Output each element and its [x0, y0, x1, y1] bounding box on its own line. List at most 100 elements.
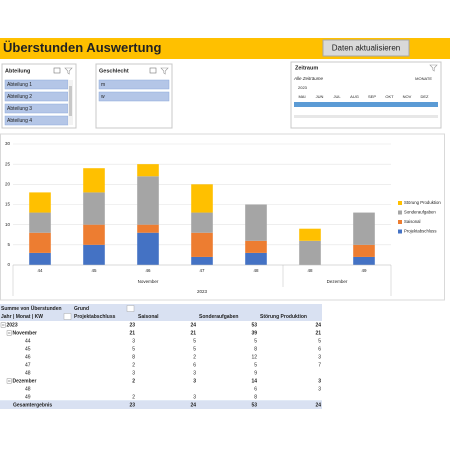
bar-segment	[137, 176, 159, 225]
pivot-row-label: 49	[25, 395, 31, 401]
pivot-row-label: 46	[25, 355, 31, 361]
pivot-value: 3	[318, 387, 321, 393]
pivot-value: 3	[132, 371, 135, 377]
bar-segment	[29, 212, 51, 233]
pivot-row-label: November	[13, 331, 38, 337]
timeline-month: SEP	[368, 94, 376, 99]
pivot-column-header: Projektabschluss	[74, 314, 116, 320]
x-tick-label: 44	[37, 268, 43, 273]
pivot-value: 8	[132, 355, 135, 361]
refresh-button-label[interactable]: Daten aktualisieren	[332, 44, 400, 53]
timeline-month: JUN	[316, 94, 324, 99]
timeline-selection[interactable]	[294, 102, 438, 107]
pivot-value: 21	[315, 331, 321, 337]
timeline-month: JUL	[333, 94, 341, 99]
filter-dropdown[interactable]	[126, 305, 135, 312]
y-tick-label: 15	[5, 202, 11, 207]
pivot-value: 24	[315, 403, 321, 409]
timeline-scrollbar[interactable]	[294, 115, 438, 118]
slicer-item-label[interactable]: Abteilung 2	[7, 94, 32, 100]
legend-label: Sonderaufgaben	[404, 210, 436, 215]
slicer-item-label[interactable]: Abteilung 1	[7, 82, 32, 88]
bar-segment	[137, 224, 159, 233]
pivot-row-label: 48	[25, 387, 31, 393]
pivot-value: 2	[132, 395, 135, 401]
pivot-row-label: Dezember	[13, 379, 37, 385]
pivot-value: 24	[315, 323, 321, 329]
pivot-value: 3	[193, 395, 196, 401]
pivot-value: 8	[254, 395, 257, 401]
bar-segment	[245, 252, 267, 265]
slicer-item-label[interactable]: Abteilung 3	[7, 106, 32, 112]
pivot-row-label: 48	[25, 371, 31, 377]
pivot-value: 9	[254, 371, 257, 377]
x-tick-label: 48	[307, 268, 313, 273]
timeline-unit[interactable]: MONATE	[415, 76, 432, 81]
pivot-value: 2	[193, 355, 196, 361]
filter-dropdown[interactable]	[63, 313, 72, 320]
multi-select-icon[interactable]	[53, 67, 61, 74]
pivot-value: 5	[193, 339, 196, 345]
x-tick-label: 48	[253, 268, 259, 273]
pivot-row-field: Jahr | Monat | KW	[1, 314, 43, 320]
y-tick-label: 30	[5, 141, 11, 146]
y-tick-label: 25	[5, 161, 11, 166]
timeline-month: DEZ	[421, 94, 430, 99]
y-tick-label: 10	[5, 222, 11, 227]
multi-select-icon[interactable]	[149, 67, 157, 74]
y-tick-label: 0	[7, 262, 10, 267]
group-label: Dezember	[327, 279, 348, 284]
pivot-value: 3	[193, 379, 196, 385]
bar-segment	[299, 228, 321, 241]
pivot-value: 23	[129, 323, 135, 329]
pivot-value: 2	[132, 379, 135, 385]
bar-segment	[353, 212, 375, 245]
clear-filter-icon[interactable]	[160, 67, 169, 75]
bar-segment	[191, 232, 213, 257]
group-label: November	[138, 279, 159, 284]
pivot-column-field: Grund	[74, 306, 89, 312]
pivot-row-label: Gesamtergebnis	[13, 403, 52, 409]
legend-label: Saisonal	[404, 219, 421, 224]
refresh-button[interactable]	[322, 39, 410, 57]
timeline	[290, 61, 442, 129]
slicer-item-label[interactable]: m	[101, 82, 105, 88]
pivot-value: 6	[254, 387, 257, 393]
bar-segment	[299, 240, 321, 265]
timeline-month: MAI	[298, 94, 305, 99]
pivot-total-row	[0, 401, 322, 409]
pivot-value: 12	[251, 355, 257, 361]
bar-segment	[191, 212, 213, 233]
slicer-item-label[interactable]: w	[101, 94, 105, 100]
bar-segment	[29, 232, 51, 253]
x-tick-label: 46	[145, 268, 151, 273]
pivot-column-header: Saisonal	[138, 314, 159, 320]
pivot-value: 5	[132, 347, 135, 353]
page-title: Überstunden Auswertung	[3, 40, 161, 55]
timeline-month: NOV	[403, 94, 412, 99]
bar-segment	[83, 168, 105, 193]
x-tick-label: 45	[91, 268, 97, 273]
slicer-item-label[interactable]: Abteilung 4	[7, 118, 32, 124]
timeline-title: Zeitraum	[295, 65, 318, 71]
pivot-value: 2	[132, 363, 135, 369]
bar-segment	[353, 244, 375, 257]
pivot-row-label: 2023	[7, 323, 18, 329]
bar-segment	[191, 184, 213, 213]
clear-filter-icon[interactable]	[429, 64, 438, 72]
scrollbar-thumb[interactable]	[69, 86, 72, 116]
pivot-row-label: 47	[25, 363, 31, 369]
pivot-row-label: 45	[25, 347, 31, 353]
pivot-value: 24	[190, 403, 196, 409]
pivot-value: 5	[254, 363, 257, 369]
clear-filter-icon[interactable]	[64, 67, 73, 75]
slicer-item[interactable]	[98, 79, 170, 90]
timeline-filter: Alle Zeiträume	[293, 76, 324, 81]
pivot-value: 24	[190, 323, 196, 329]
pivot-value: 21	[190, 331, 196, 337]
pivot-value: 3	[132, 339, 135, 345]
slicer-item[interactable]	[98, 91, 170, 102]
bar-segment	[137, 164, 159, 177]
legend-swatch	[398, 201, 402, 205]
